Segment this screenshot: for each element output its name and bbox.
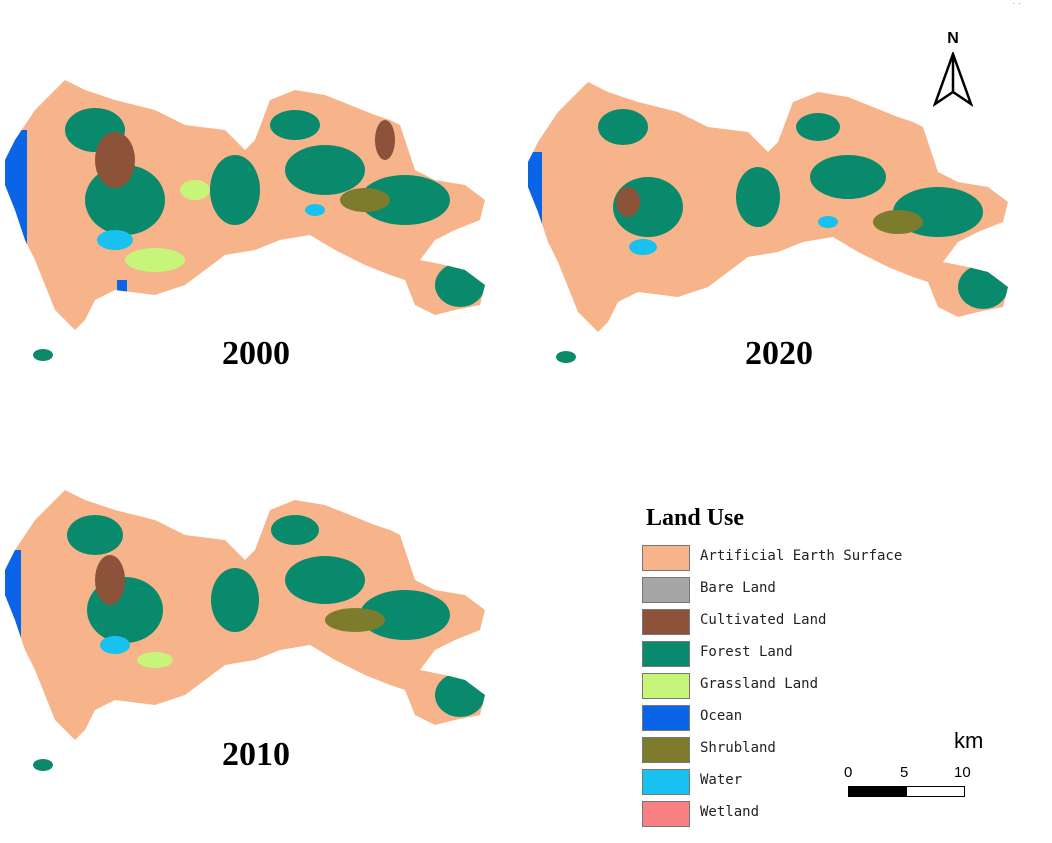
map-year-label-2010: 2010 xyxy=(222,736,290,773)
legend-swatch xyxy=(642,737,690,763)
scale-bar: km 0 5 10 xyxy=(840,722,1000,812)
legend-label: Water xyxy=(700,772,743,788)
legend-title: Land Use xyxy=(646,505,745,531)
land-use-map-2020 xyxy=(528,82,1008,363)
scale-tick: 5 xyxy=(900,764,909,781)
north-arrow-label: N xyxy=(947,30,959,47)
legend-swatch xyxy=(642,641,690,667)
legend-item: Cultivated Land xyxy=(642,609,942,635)
legend-swatch xyxy=(642,609,690,635)
legend-swatch xyxy=(642,673,690,699)
legend-swatch xyxy=(642,577,690,603)
legend-item: Water xyxy=(642,769,942,795)
legend-label: Shrubland xyxy=(700,740,776,756)
north-arrow-icon xyxy=(933,52,973,107)
legend-label: Ocean xyxy=(700,708,743,724)
map-year-label-2000: 2000 xyxy=(222,335,290,372)
scale-tick: 10 xyxy=(954,764,971,781)
scale-unit: km xyxy=(954,728,984,753)
legend-label: Bare Land xyxy=(700,580,776,596)
legend-label: Cultivated Land xyxy=(700,612,827,628)
land-use-map-2000 xyxy=(5,80,485,361)
legend-item: Bare Land xyxy=(642,577,942,603)
legend-label: Artificial Earth Surface xyxy=(700,548,903,564)
legend-item: Ocean xyxy=(642,705,942,731)
legend-swatch xyxy=(642,545,690,571)
legend-label: Grassland Land xyxy=(700,676,819,692)
scale-bar-graphic xyxy=(848,786,965,797)
legend: Land Use Artificial Earth Surface Bare L… xyxy=(640,505,940,835)
legend-item: Artificial Earth Surface xyxy=(642,545,942,571)
land-use-map-2010 xyxy=(5,490,485,771)
legend-swatch xyxy=(642,705,690,731)
corner-mark: ˙ ˙ xyxy=(1012,2,1022,13)
map-year-label-2020: 2020 xyxy=(745,335,813,372)
legend-item: Grassland Land xyxy=(642,673,942,699)
north-arrow: N xyxy=(928,30,978,110)
legend-label: Wetland xyxy=(700,804,760,820)
legend-item: Wetland xyxy=(642,801,942,827)
legend-item: Forest Land xyxy=(642,641,942,667)
legend-label: Forest Land xyxy=(700,644,793,660)
legend-swatch xyxy=(642,801,690,827)
legend-swatch xyxy=(642,769,690,795)
scale-tick: 0 xyxy=(844,764,853,781)
legend-item: Shrubland xyxy=(642,737,942,763)
